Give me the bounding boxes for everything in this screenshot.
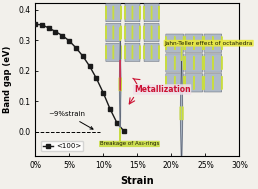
FancyBboxPatch shape xyxy=(166,74,184,92)
Circle shape xyxy=(132,6,133,19)
FancyBboxPatch shape xyxy=(125,23,140,42)
Y-axis label: Band gap (eV): Band gap (eV) xyxy=(3,46,12,113)
FancyBboxPatch shape xyxy=(185,34,203,52)
Circle shape xyxy=(113,26,114,39)
FancyBboxPatch shape xyxy=(125,3,140,22)
Circle shape xyxy=(183,36,184,50)
FancyBboxPatch shape xyxy=(204,74,222,92)
Circle shape xyxy=(113,46,114,59)
Text: ~9%strain: ~9%strain xyxy=(49,112,93,129)
Circle shape xyxy=(180,107,181,120)
Circle shape xyxy=(151,26,152,39)
Circle shape xyxy=(183,56,184,70)
FancyBboxPatch shape xyxy=(125,43,140,61)
Circle shape xyxy=(113,6,114,19)
Circle shape xyxy=(132,46,133,59)
X-axis label: Strain: Strain xyxy=(120,176,154,186)
Text: Breakage of As₄-rings: Breakage of As₄-rings xyxy=(100,141,159,146)
Legend: <100>: <100> xyxy=(41,141,83,151)
Text: Jahn-Teller effect of octahedra: Jahn-Teller effect of octahedra xyxy=(165,41,253,46)
FancyBboxPatch shape xyxy=(106,23,121,42)
FancyBboxPatch shape xyxy=(144,3,159,22)
FancyBboxPatch shape xyxy=(144,43,159,61)
FancyBboxPatch shape xyxy=(204,34,222,52)
Circle shape xyxy=(151,6,152,19)
Circle shape xyxy=(182,107,183,120)
FancyBboxPatch shape xyxy=(166,34,184,52)
Circle shape xyxy=(132,26,133,39)
Polygon shape xyxy=(119,34,121,135)
Circle shape xyxy=(183,76,184,90)
Circle shape xyxy=(181,166,182,180)
Circle shape xyxy=(119,78,120,91)
FancyBboxPatch shape xyxy=(204,54,222,72)
FancyBboxPatch shape xyxy=(106,43,121,61)
Circle shape xyxy=(181,47,182,60)
FancyBboxPatch shape xyxy=(185,74,203,92)
FancyBboxPatch shape xyxy=(185,54,203,72)
FancyBboxPatch shape xyxy=(144,23,159,42)
Polygon shape xyxy=(180,54,183,173)
FancyBboxPatch shape xyxy=(106,3,121,22)
Circle shape xyxy=(151,46,152,59)
Text: Metallization: Metallization xyxy=(134,85,190,94)
FancyBboxPatch shape xyxy=(166,54,184,72)
